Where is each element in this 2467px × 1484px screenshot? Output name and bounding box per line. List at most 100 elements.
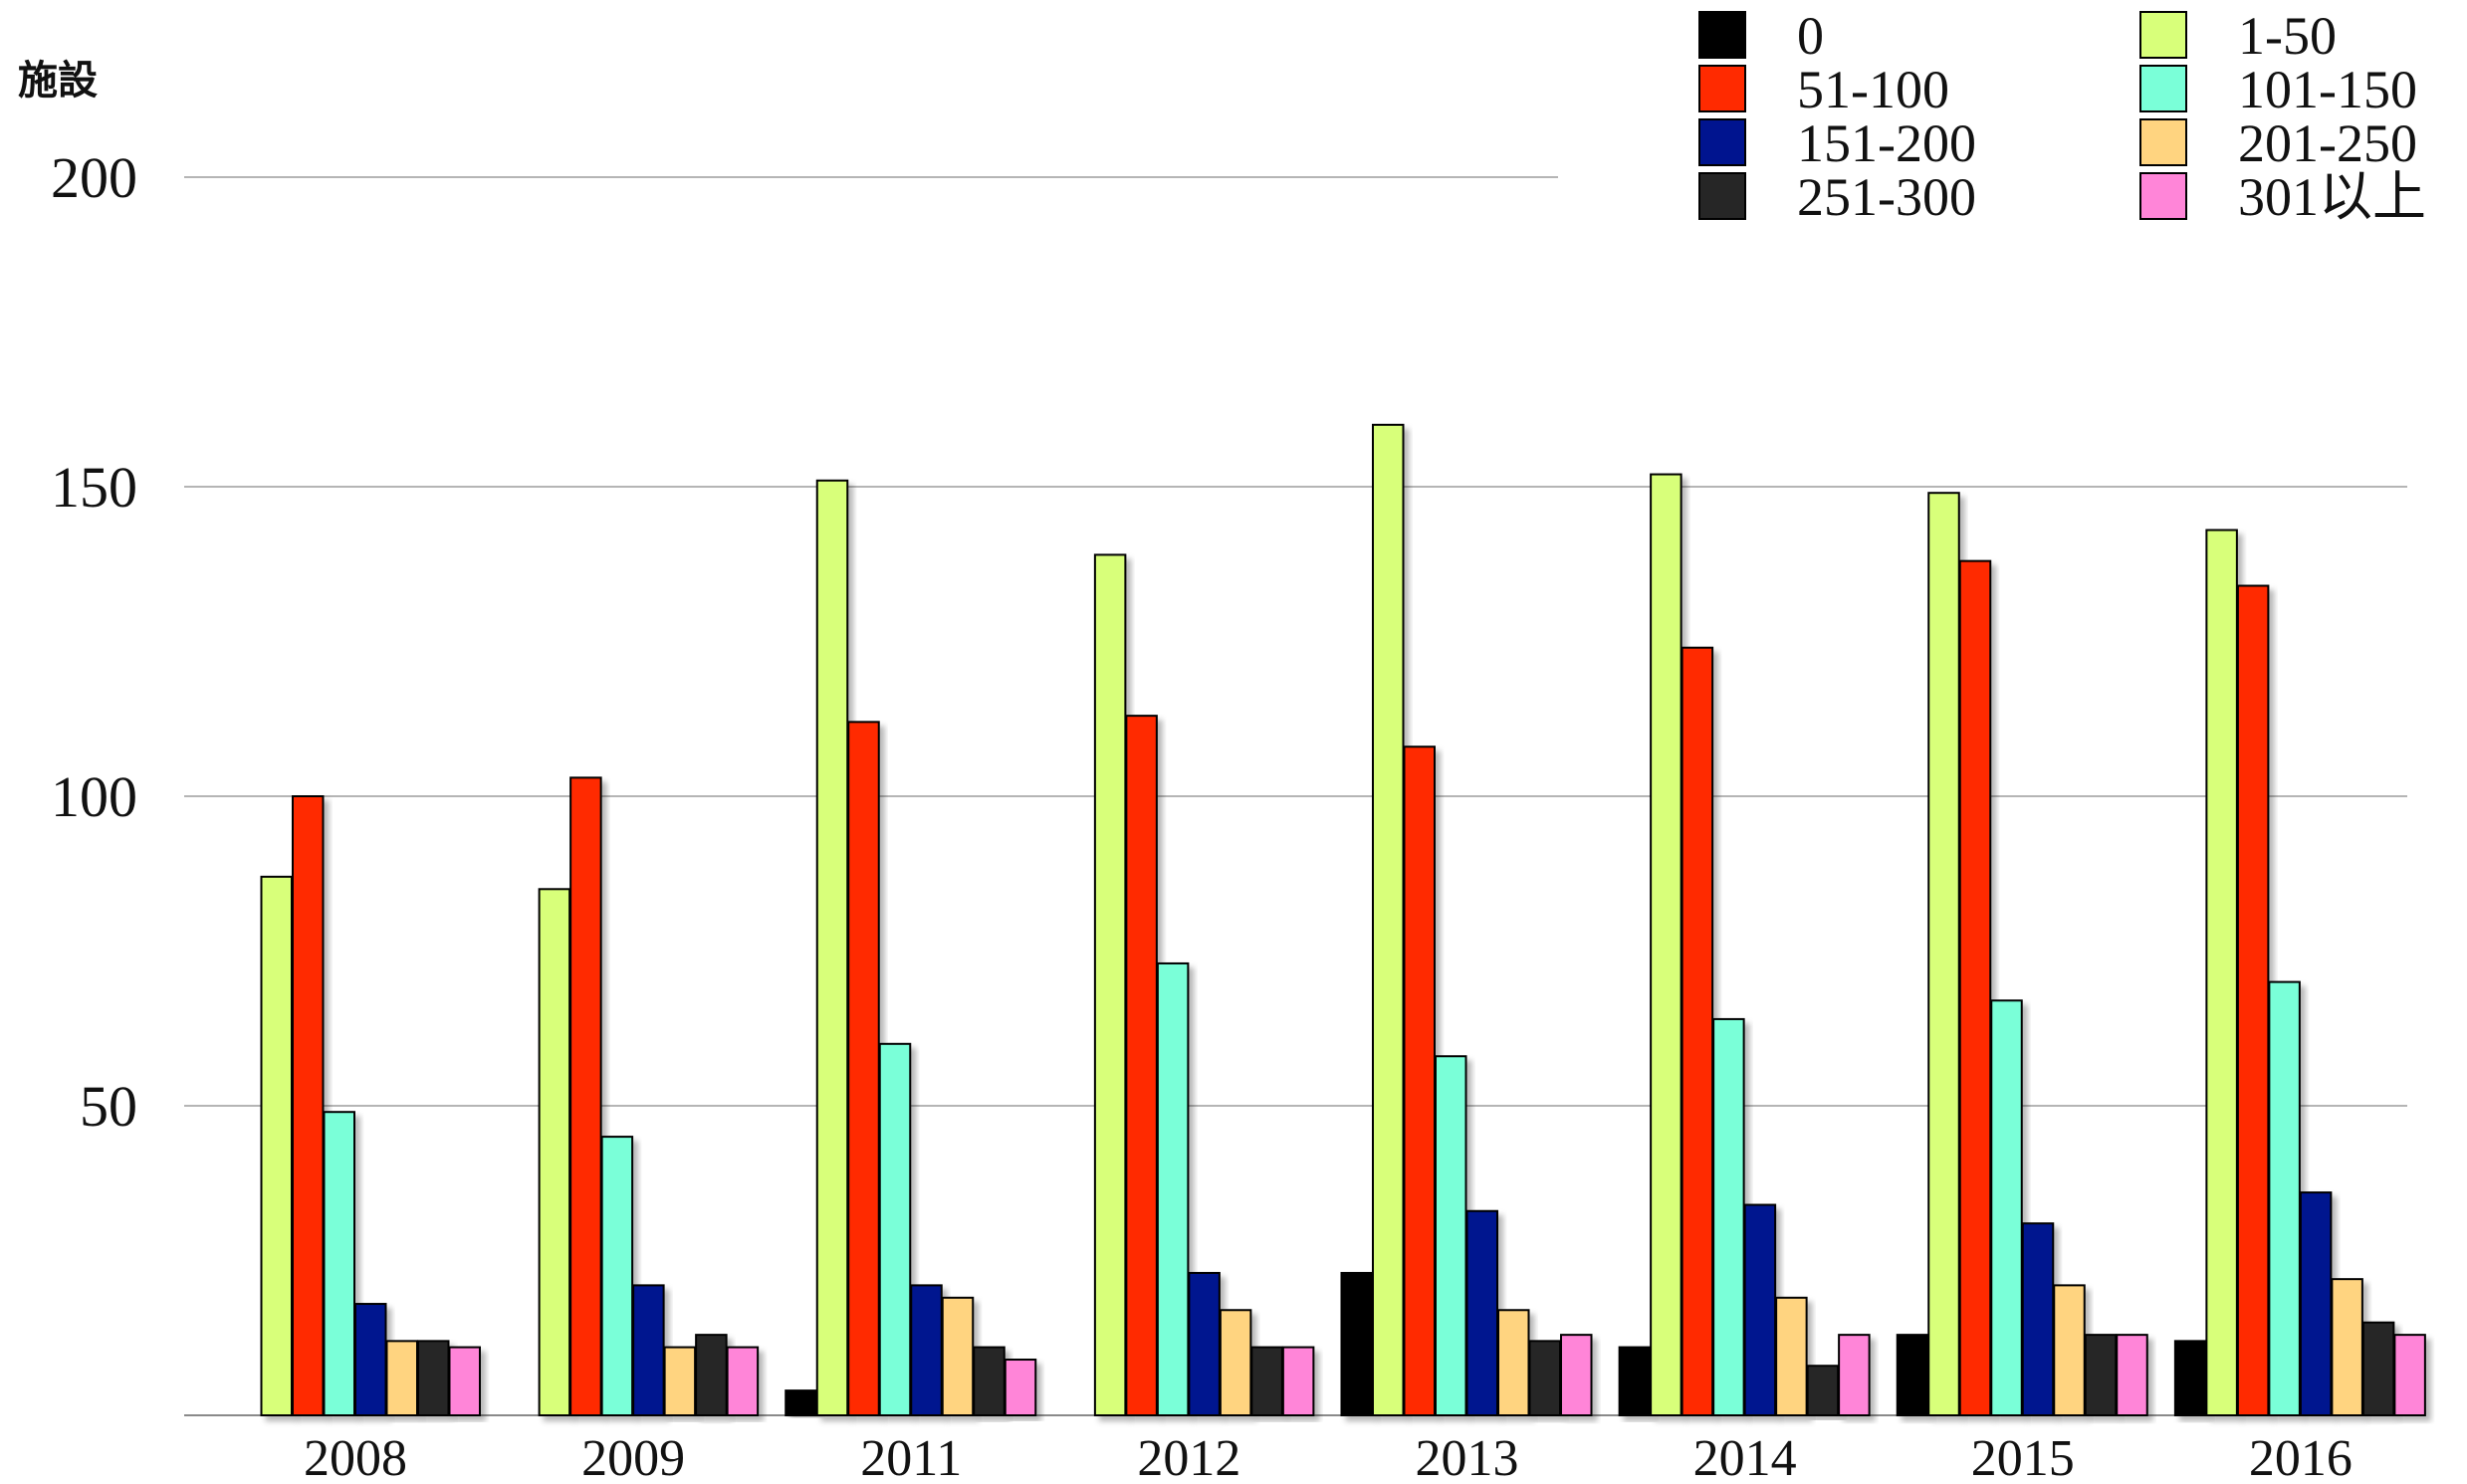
bar-2009-151-200 [632, 1284, 665, 1416]
bar-group-2014 [1618, 473, 1871, 1417]
x-tick-label: 2013 [1416, 1430, 1519, 1479]
legend-label: 0 [1797, 6, 1824, 66]
bar-group-2015 [1896, 492, 2148, 1417]
bar-2016-51-100 [2236, 584, 2270, 1416]
bar-2011-151-200 [910, 1284, 943, 1416]
bar-2014-101-150 [1712, 1017, 1745, 1416]
legend-label: 251-300 [1797, 167, 1976, 227]
legend-swatch [1698, 11, 1746, 59]
bar-2013-151-200 [1465, 1209, 1498, 1416]
legend-label: 101-150 [2238, 60, 2417, 119]
y-tick-label: 150 [51, 455, 137, 520]
x-tick-label: 2011 [860, 1430, 962, 1479]
bar-2014-251-300 [1806, 1365, 1840, 1416]
bar-2011-251-300 [973, 1346, 1006, 1416]
legend-item-101-150: 101-150 [2139, 60, 2417, 119]
bar-2015-0 [1896, 1334, 1929, 1417]
bar-2008-101-150 [323, 1111, 355, 1416]
bar-2008-1-50 [260, 875, 293, 1416]
y-tick-label: 50 [80, 1074, 137, 1139]
bar-2015-1-50 [1927, 492, 1960, 1417]
bar-2009-201-250 [663, 1346, 697, 1416]
bar-2015-301以上 [2116, 1334, 2148, 1417]
bar-2013-1-50 [1372, 423, 1405, 1416]
bar-2011-0 [785, 1389, 817, 1416]
axes: 施設 50 100 150 200 2008 2009 2011 2012 2013 2014 20… [18, 58, 2407, 1484]
bar-2014-51-100 [1681, 646, 1714, 1416]
bar-2008-51-100 [292, 795, 325, 1416]
bar-2009-51-100 [569, 776, 602, 1416]
legend-swatch [2139, 65, 2187, 112]
bar-2014-0 [1618, 1346, 1652, 1416]
bars [260, 423, 2426, 1417]
legend-item-301以上: 301以上 [2139, 167, 2426, 227]
x-tick-label: 2012 [1137, 1430, 1240, 1479]
legend-item-51-100: 51-100 [1698, 60, 1949, 119]
bar-2008-151-200 [354, 1303, 387, 1417]
bar-2013-51-100 [1403, 745, 1436, 1416]
bar-group-2013 [1340, 423, 1593, 1417]
bar-2011-1-50 [815, 479, 849, 1416]
bar-group-2011 [785, 479, 1037, 1417]
bar-2012-101-150 [1156, 961, 1190, 1416]
bar-2012-201-250 [1219, 1309, 1252, 1417]
bar-2016-201-250 [2331, 1278, 2363, 1417]
bar-2013-251-300 [1528, 1340, 1561, 1416]
bar-2009-101-150 [600, 1136, 634, 1416]
bar-2015-151-200 [2021, 1222, 2055, 1417]
bar-2013-101-150 [1435, 1055, 1467, 1416]
bar-2012-301以上 [1281, 1346, 1315, 1416]
bar-group-2012 [1093, 553, 1315, 1417]
legend-label: 1-50 [2238, 6, 2337, 66]
legend-label: 151-200 [1797, 113, 1976, 173]
legend-swatch [2139, 172, 2187, 220]
y-tick-label: 200 [51, 145, 137, 210]
legend-label: 201-250 [2238, 113, 2417, 173]
legend-item-0: 0 [1698, 6, 1824, 66]
bar-2016-301以上 [2393, 1334, 2426, 1417]
bar-2013-0 [1340, 1271, 1373, 1416]
y-tick-label: 100 [51, 764, 137, 829]
legend-swatch [1698, 65, 1746, 112]
bar-2012-1-50 [1093, 553, 1127, 1416]
bar-2016-151-200 [2299, 1191, 2333, 1416]
bar-2009-251-300 [695, 1334, 728, 1417]
bar-2008-201-250 [385, 1340, 418, 1416]
bar-2014-301以上 [1838, 1334, 1871, 1417]
legend-item-1-50: 1-50 [2139, 6, 2337, 66]
bar-2011-201-250 [941, 1296, 975, 1416]
bar-2016-101-150 [2268, 980, 2301, 1416]
legend-swatch [2139, 118, 2187, 166]
bar-2014-201-250 [1775, 1296, 1808, 1416]
bar-2014-151-200 [1743, 1203, 1777, 1417]
x-tick-label: 2014 [1693, 1430, 1797, 1479]
legend: 0 1-50 51-100 101-150 151-200 201-250 251-300 3… [1698, 6, 2426, 227]
bar-2008-251-300 [417, 1340, 450, 1416]
bar-2015-101-150 [1990, 999, 2023, 1416]
bar-2012-151-200 [1188, 1271, 1221, 1416]
bar-2009-1-50 [538, 888, 571, 1416]
bar-2013-301以上 [1560, 1334, 1593, 1417]
bar-2009-301以上 [726, 1346, 760, 1416]
bar-2011-101-150 [878, 1042, 912, 1417]
legend-label: 301以上 [2238, 167, 2426, 227]
bar-2015-51-100 [1958, 559, 1992, 1416]
x-tick-label: 2009 [581, 1430, 685, 1479]
legend-item-151-200: 151-200 [1698, 113, 1976, 173]
legend-swatch [1698, 118, 1746, 166]
legend-swatch [2139, 11, 2187, 59]
bar-2011-301以上 [1004, 1359, 1037, 1417]
bar-2015-201-250 [2053, 1284, 2086, 1416]
bar-2016-1-50 [2205, 529, 2238, 1416]
bar-group-2016 [2173, 529, 2426, 1417]
bar-2015-251-300 [2084, 1334, 2118, 1417]
bar-2011-51-100 [847, 721, 880, 1416]
bar-2012-51-100 [1125, 715, 1158, 1416]
x-tick-label: 2008 [304, 1430, 407, 1479]
bar-2012-251-300 [1250, 1346, 1283, 1416]
bar-2008-301以上 [448, 1346, 481, 1416]
bar-2013-201-250 [1497, 1309, 1530, 1417]
bar-2014-1-50 [1650, 473, 1682, 1416]
